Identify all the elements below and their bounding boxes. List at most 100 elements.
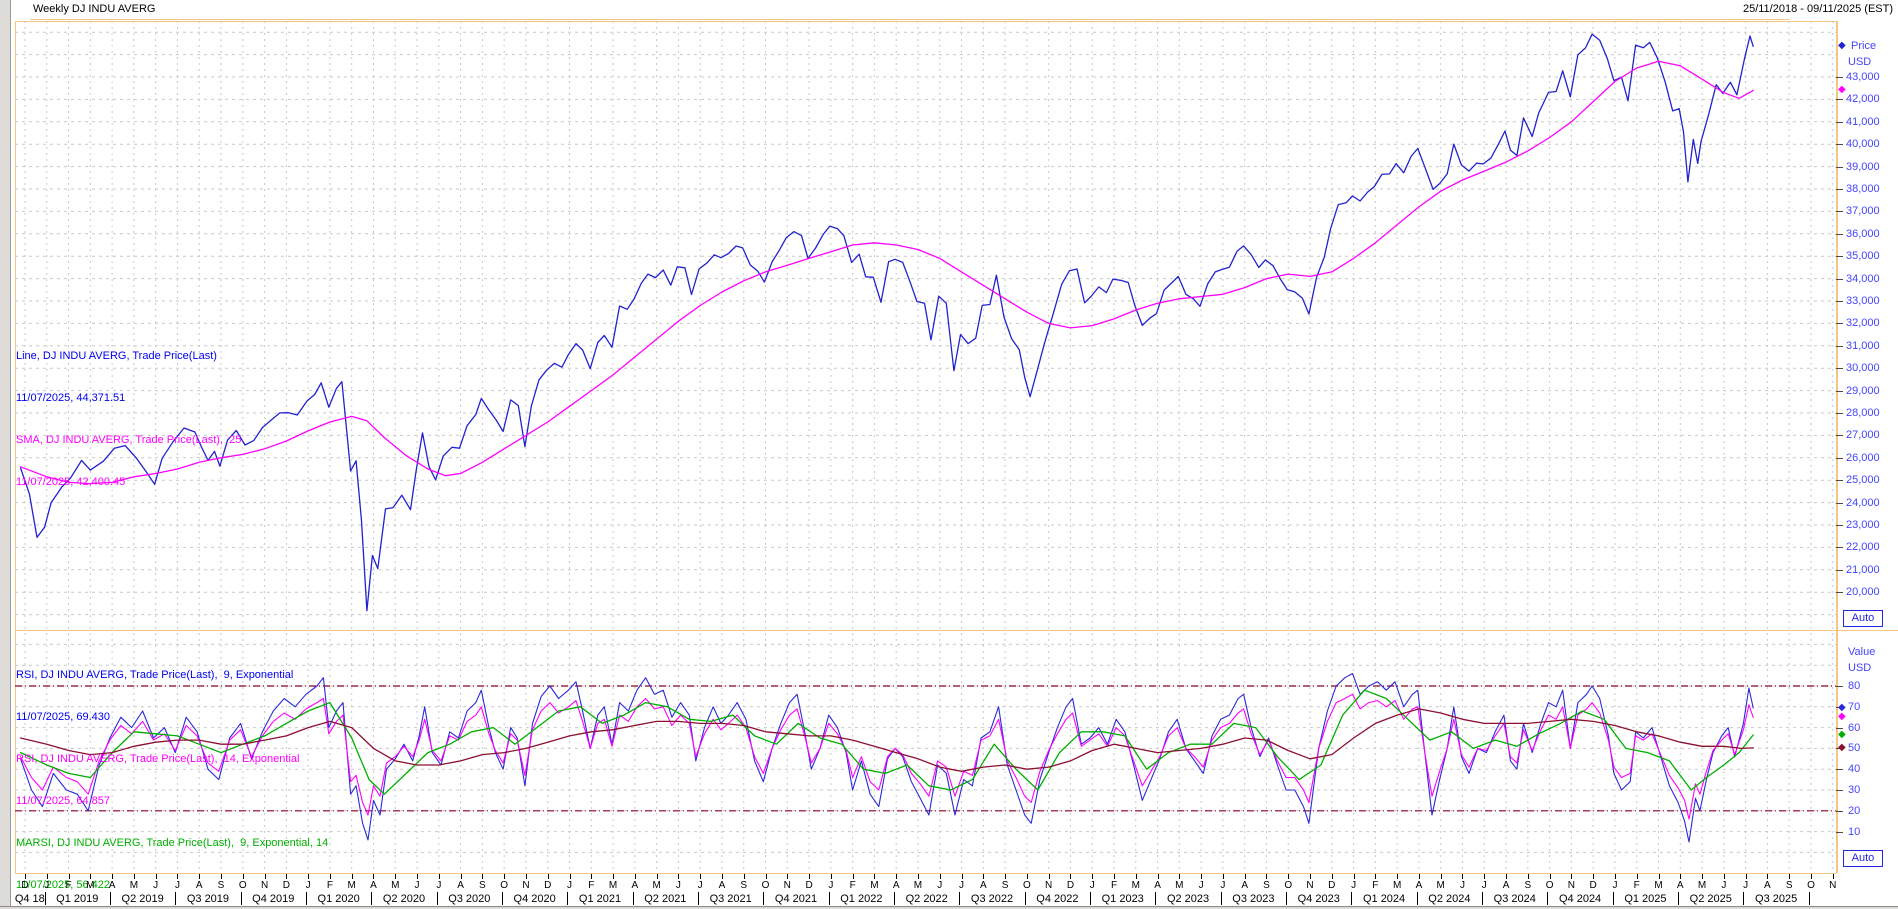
month-letter: J [697, 880, 703, 891]
quarter-separator [1024, 892, 1026, 905]
quarter-separator [240, 892, 242, 905]
quarter-label: Q2 2020 [382, 893, 426, 905]
month-tick [787, 874, 789, 879]
panel-separator [15, 630, 1898, 631]
price-tick-dash [1836, 301, 1843, 302]
month-tick [1702, 874, 1704, 879]
month-tick [809, 874, 811, 879]
month-letter: J [1743, 880, 1749, 891]
month-letter: J [937, 880, 943, 891]
month-letter: M [1392, 880, 1402, 891]
price-tick-dash [1836, 189, 1843, 190]
quarter-separator [44, 892, 46, 905]
month-tick [547, 874, 549, 879]
month-letter: F [588, 880, 595, 891]
axis-border [1836, 21, 1838, 873]
price-tick-label: 30,000 [1846, 362, 1880, 375]
value-tick-dash [1836, 748, 1843, 750]
price-tick-dash [1836, 323, 1843, 325]
month-letter: A [370, 880, 377, 891]
month-letter: M [391, 880, 400, 891]
month-letter: M [129, 880, 139, 891]
quarter-label: Q4 2021 [774, 893, 818, 905]
price-tick-dash [1836, 592, 1843, 594]
rsi-chart-plot[interactable] [15, 632, 1836, 873]
price-tick-dash [1836, 480, 1843, 482]
value-tick-label: 80 [1848, 680, 1861, 692]
month-letter: A [892, 880, 900, 891]
month-letter: J [174, 880, 180, 891]
month-letter: J [1220, 880, 1226, 891]
month-tick [133, 874, 135, 879]
legend-rsi9-label: RSI, DJ INDU AVERG, Trade Price(Last), 9… [16, 669, 294, 681]
month-letter: D [1589, 880, 1597, 891]
quarter-separator [305, 892, 307, 905]
month-tick [1157, 874, 1159, 879]
legend-marsi9-value: 11/07/2025, 56.422 [16, 879, 110, 891]
month-letter: A [631, 880, 639, 891]
month-tick [1810, 874, 1812, 879]
month-letter: A [718, 880, 726, 891]
month-letter: O [1807, 880, 1815, 891]
month-letter: S [217, 880, 225, 891]
legend-price-label: Line, DJ INDU AVERG, Trade Price(Last) [16, 350, 217, 362]
plot-top-border [15, 21, 1836, 22]
last-value-diamond-icon: ◆ [1838, 729, 1846, 741]
left-gutter [0, 0, 11, 909]
price-chart-plot[interactable] [15, 20, 1836, 631]
month-tick [155, 874, 157, 879]
month-letter: S [479, 880, 486, 891]
price-axis[interactable]: Price USD 43,000 42,000 41,000 40,000 39,000… [0, 0, 1898, 631]
bottom-strip [0, 906, 1898, 909]
price-tick-dash [1836, 121, 1843, 123]
month-tick [700, 874, 702, 879]
month-tick [765, 874, 767, 879]
value-axis-unit: USD [1848, 662, 1872, 674]
price-axis-unit: USD [1848, 56, 1872, 68]
quarter-separator [1612, 892, 1614, 905]
quarter-label: Q1 2020 [317, 893, 360, 905]
value-tick-label: 60 [1848, 721, 1861, 734]
price-auto-button[interactable]: Auto [1843, 610, 1883, 627]
month-letter: A [1764, 880, 1771, 891]
month-letter: S [1785, 880, 1793, 891]
month-tick [1789, 874, 1791, 879]
month-letter: N [260, 880, 269, 891]
quarter-label: Q4 2019 [252, 893, 295, 905]
month-tick [1636, 874, 1638, 879]
value-axis[interactable]: Value USD 80 70 60 50 40 30 20 10 ◆ ◆ ◆ ◆ Auto [0, 631, 1898, 873]
quarter-label: Q1 2023 [1101, 893, 1144, 905]
month-tick [983, 874, 985, 879]
quarter-label: Q3 2023 [1232, 893, 1275, 905]
month-tick [1114, 874, 1115, 879]
month-tick [373, 874, 375, 879]
series-marsi14 [19, 708, 1754, 772]
price-tick-label: 43,000 [1846, 71, 1880, 83]
rsi-chart-plot-svg [15, 633, 1836, 872]
quarter-label: Q2 2022 [905, 893, 948, 905]
month-letter: M [652, 880, 661, 891]
quarter-separator [959, 892, 961, 905]
value-axis-name: Value [1848, 646, 1876, 658]
month-letter: F [65, 880, 72, 891]
quarter-label: Q1 2025 [1624, 893, 1667, 905]
month-letter: D [1328, 880, 1336, 891]
price-tick-label: 26,000 [1846, 451, 1880, 464]
month-letter: A [457, 880, 464, 891]
month-tick [1723, 874, 1725, 879]
month-tick [852, 874, 854, 879]
price-tick-dash [1836, 390, 1843, 392]
month-letter: F [326, 880, 333, 891]
price-chart-plot-svg [15, 21, 1836, 630]
month-tick [308, 874, 310, 879]
month-tick [569, 874, 571, 879]
month-tick [482, 874, 484, 879]
value-auto-button[interactable]: Auto [1843, 850, 1883, 867]
month-tick [1745, 874, 1747, 879]
month-tick [1680, 874, 1682, 879]
quarter-separator [371, 892, 373, 905]
month-tick [1462, 874, 1464, 879]
legend-sma-value: 11/07/2025, 42,400.45 [16, 476, 126, 488]
quarter-separator [1416, 892, 1418, 905]
